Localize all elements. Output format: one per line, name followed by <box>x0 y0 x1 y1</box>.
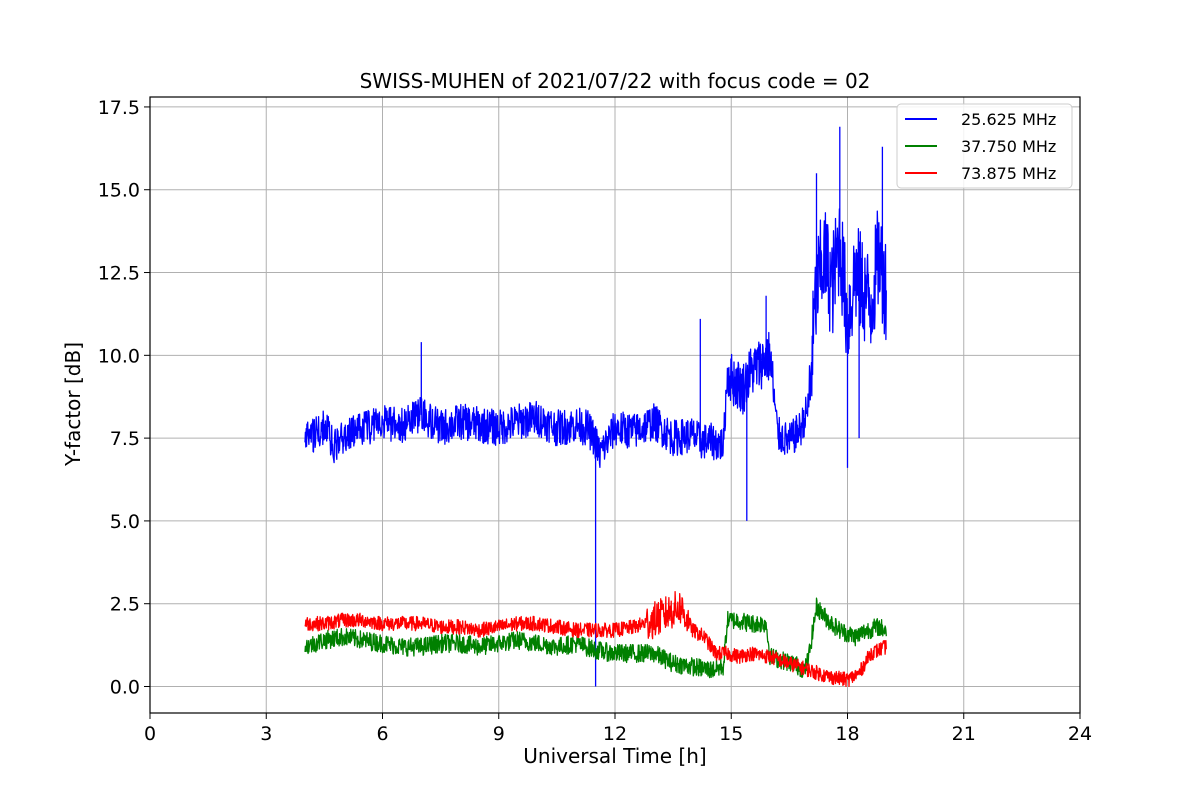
y-tick-label: 12.5 <box>98 263 140 285</box>
legend-box <box>896 103 1073 189</box>
x-tick-label: 21 <box>952 723 976 745</box>
y-tick-label: 0.0 <box>110 677 140 699</box>
x-tick-label: 0 <box>144 723 156 745</box>
x-tick-label: 12 <box>603 723 627 745</box>
axis-ticks: 0 3 6 9 12 15 18 21 24 0.0 2.5 5.0 7.5 10.0 12.5 15.0 17… <box>98 97 1092 745</box>
y-tick-label: 17.5 <box>98 97 140 119</box>
y-tick-label: 5.0 <box>110 511 140 533</box>
y-tick-label: 10.0 <box>98 345 140 367</box>
y-tick-label: 15.0 <box>98 180 140 202</box>
legend-label: 25.625 MHz <box>961 110 1056 129</box>
series-line <box>304 597 887 679</box>
x-tick-label: 9 <box>493 723 505 745</box>
x-tick-label: 24 <box>1068 723 1092 745</box>
y-tick-label: 2.5 <box>110 594 140 616</box>
series-line <box>304 126 887 687</box>
x-axis-label: Universal Time [h] <box>523 744 706 768</box>
x-tick-label: 6 <box>376 723 388 745</box>
x-tick-label: 3 <box>260 723 272 745</box>
x-tick-label: 15 <box>719 723 743 745</box>
series-line <box>304 590 887 687</box>
chart-title: SWISS-MUHEN of 2021/07/22 with focus cod… <box>360 69 871 93</box>
legend-label: 73.875 MHz <box>961 164 1056 183</box>
y-tick-label: 7.5 <box>110 428 140 450</box>
y-axis-label: Y-factor [dB] <box>61 342 85 467</box>
x-tick-label: 18 <box>835 723 859 745</box>
legend: 25.625 MHz 37.750 MHz 73.875 MHz <box>896 103 1073 189</box>
legend-label: 37.750 MHz <box>961 137 1056 156</box>
series-layer <box>304 126 887 687</box>
grid <box>149 97 1081 713</box>
